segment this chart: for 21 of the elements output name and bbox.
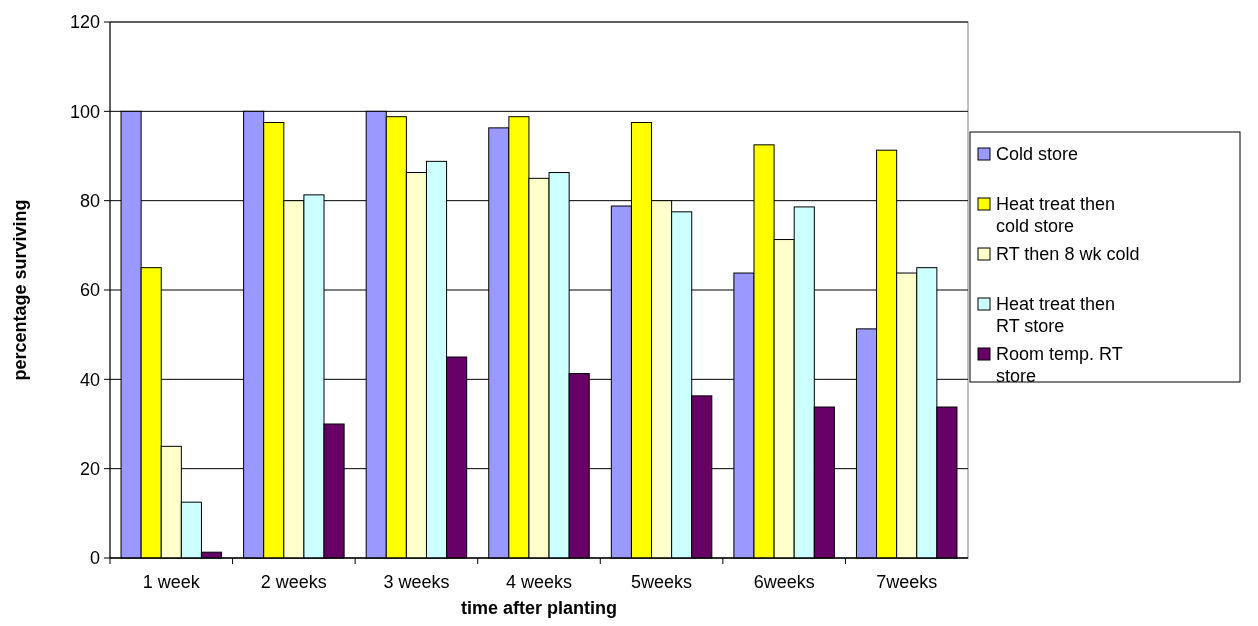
y-tick-label: 20 [79,458,100,479]
x-tick-label: 1 week [142,572,201,592]
y-tick-label: 100 [69,101,100,122]
x-tick-label: 2 weeks [260,572,327,592]
y-tick-label: 80 [79,190,100,211]
y-tick-label: 40 [79,369,100,390]
y-tick-label: 120 [69,12,100,33]
legend-label: Heat treat then RT store [996,294,1116,336]
x-tick-label: 3 weeks [383,572,450,592]
legend-label: Heat treat then cold store [996,194,1116,236]
x-tick-label: 4 weeks [505,572,573,592]
x-axis-title: time after planting [460,598,618,618]
x-tick-label: 5weeks [631,572,693,592]
legend-label: Cold store [996,144,1079,164]
legend-label: Room temp. RT store [996,344,1123,386]
x-tick-label: 7weeks [876,572,938,592]
y-axis-title: percentage surviving [10,199,30,381]
legend-label: RT then 8 wk cold [996,244,1140,264]
y-tick-label: 60 [79,280,100,301]
y-tick-label: 0 [89,548,100,569]
x-tick-label: 6weeks [753,572,815,592]
